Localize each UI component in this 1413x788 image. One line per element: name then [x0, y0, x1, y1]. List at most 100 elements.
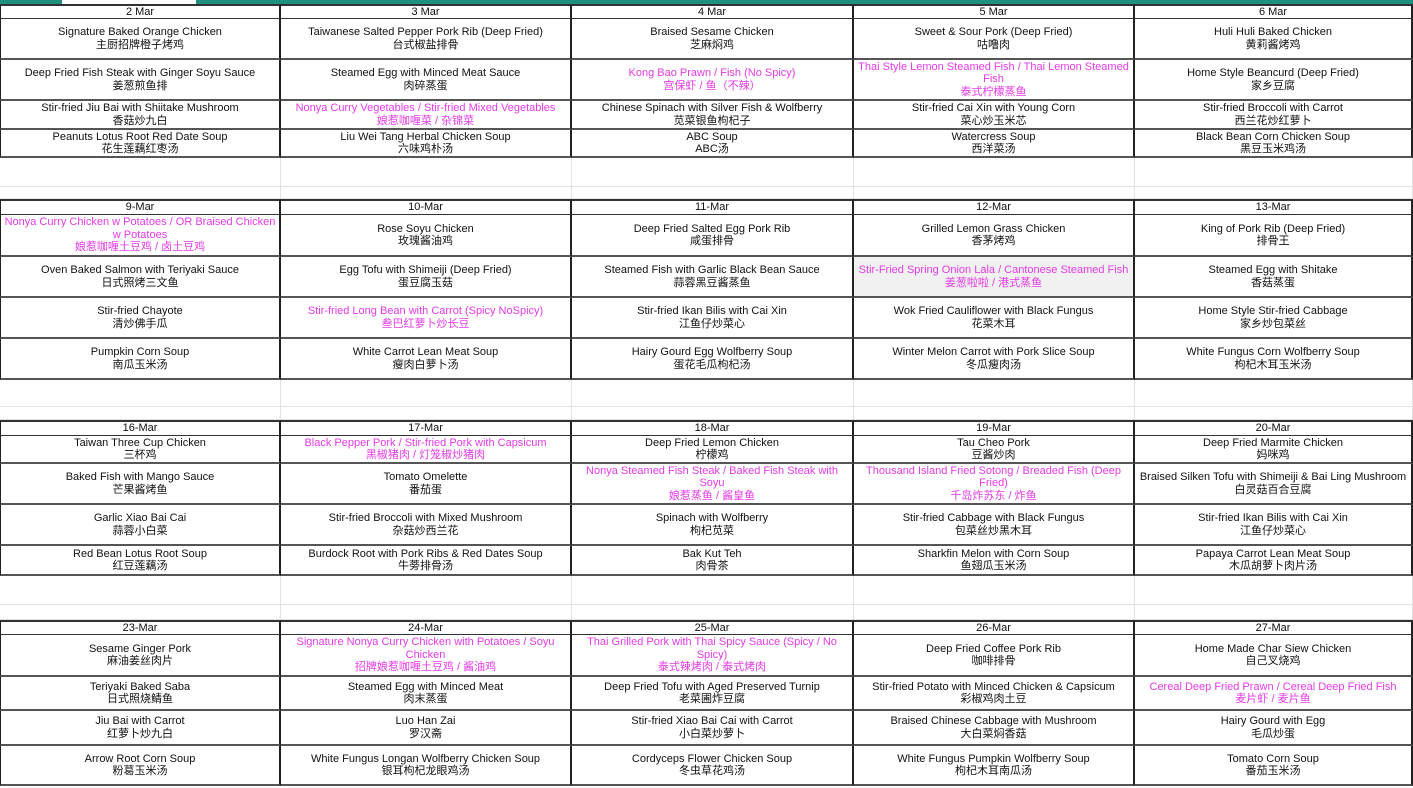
empty-cell[interactable] [281, 576, 572, 605]
dish-cell[interactable]: Taiwanese Salted Pepper Pork Rib (Deep F… [281, 19, 572, 60]
dish-cell[interactable]: Deep Fried Tofu with Aged Preserved Turn… [572, 677, 854, 711]
dish-cell[interactable]: Baked Fish with Mango Sauce 芒果酱烤鱼 [0, 464, 281, 505]
dish-cell[interactable]: Wok Fried Cauliflower with Black Fungus 花… [854, 298, 1135, 339]
dish-cell[interactable]: Stir-Fried Spring Onion Lala / Cantonese… [854, 257, 1135, 298]
dish-cell[interactable]: Braised Chinese Cabbage with Mushroom 大白菜… [854, 711, 1135, 746]
dish-cell[interactable]: Thousand Island Fried Sotong / Breaded F… [854, 464, 1135, 505]
dish-cell[interactable]: Stir-fried Broccoli with Carrot 西兰花炒红萝卜 [1135, 101, 1413, 130]
dish-cell[interactable]: Stir-fried Long Bean with Carrot (Spicy … [281, 298, 572, 339]
empty-cell[interactable] [1135, 407, 1413, 420]
dish-cell[interactable]: Tomato Corn Soup 番茄玉米汤 [1135, 746, 1413, 786]
day-header[interactable]: 9-Mar [0, 199, 281, 215]
day-header[interactable]: 26-Mar [854, 620, 1135, 635]
dish-cell[interactable]: Burdock Root with Pork Ribs & Red Dates … [281, 546, 572, 576]
day-header[interactable]: 5 Mar [854, 4, 1135, 19]
empty-cell[interactable] [0, 407, 281, 420]
empty-cell[interactable] [854, 407, 1135, 420]
day-header[interactable]: 17-Mar [281, 420, 572, 436]
dish-cell[interactable]: Braised Sesame Chicken 芝麻焖鸡 [572, 19, 854, 60]
empty-cell[interactable] [281, 380, 572, 407]
empty-cell[interactable] [572, 187, 854, 199]
empty-cell[interactable] [281, 187, 572, 199]
dish-cell[interactable]: Thai Style Lemon Steamed Fish / Thai Lem… [854, 60, 1135, 101]
empty-cell[interactable] [572, 576, 854, 605]
dish-cell[interactable]: Home Style Beancurd (Deep Fried) 家乡豆腐 [1135, 60, 1413, 101]
day-header[interactable]: 24-Mar [281, 620, 572, 635]
empty-cell[interactable] [0, 576, 281, 605]
empty-cell[interactable] [281, 158, 572, 187]
dish-cell[interactable]: White Fungus Pumpkin Wolfberry Soup 枸杞木耳南… [854, 746, 1135, 786]
dish-cell[interactable]: Signature Nonya Curry Chicken with Potat… [281, 635, 572, 677]
dish-cell[interactable]: Huli Huli Baked Chicken 黄莉酱烤鸡 [1135, 19, 1413, 60]
day-header[interactable]: 27-Mar [1135, 620, 1413, 635]
dish-cell[interactable]: Stir-fried Broccoli with Mixed Mushroom 杂… [281, 505, 572, 546]
dish-cell[interactable]: Steamed Egg with Shitake 香菇蒸蛋 [1135, 257, 1413, 298]
dish-cell[interactable]: Nonya Steamed Fish Steak / Baked Fish St… [572, 464, 854, 505]
dish-cell[interactable]: ABC Soup ABC汤 [572, 130, 854, 158]
dish-cell[interactable]: Hairy Gourd with Egg 毛瓜炒蛋 [1135, 711, 1413, 746]
day-header[interactable]: 11-Mar [572, 199, 854, 215]
day-header[interactable]: 13-Mar [1135, 199, 1413, 215]
dish-cell[interactable]: Thai Grilled Pork with Thai Spicy Sauce … [572, 635, 854, 677]
day-header[interactable]: 4 Mar [572, 4, 854, 19]
empty-cell[interactable] [1135, 576, 1413, 605]
empty-cell[interactable] [1135, 187, 1413, 199]
dish-cell[interactable]: Home Style Stir-fried Cabbage 家乡炒包菜丝 [1135, 298, 1413, 339]
dish-cell[interactable]: Papaya Carrot Lean Meat Soup 木瓜胡萝卜肉片汤 [1135, 546, 1413, 576]
empty-cell[interactable] [281, 605, 572, 620]
dish-cell[interactable]: King of Pork Rib (Deep Fried) 排骨王 [1135, 215, 1413, 257]
day-header[interactable]: 10-Mar [281, 199, 572, 215]
dish-cell[interactable]: Stir-fried Cabbage with Black Fungus 包菜丝炒… [854, 505, 1135, 546]
day-header[interactable]: 16-Mar [0, 420, 281, 436]
dish-cell[interactable]: Steamed Egg with Minced Meat Sauce 肉碎蒸蛋 [281, 60, 572, 101]
dish-cell[interactable]: Egg Tofu with Shimeiji (Deep Fried) 蛋豆腐玉菇 [281, 257, 572, 298]
day-header[interactable]: 23-Mar [0, 620, 281, 635]
day-header[interactable]: 2 Mar [0, 4, 281, 19]
empty-cell[interactable] [854, 158, 1135, 187]
dish-cell[interactable]: Red Bean Lotus Root Soup 红豆莲藕汤 [0, 546, 281, 576]
day-header[interactable]: 20-Mar [1135, 420, 1413, 436]
empty-cell[interactable] [854, 380, 1135, 407]
empty-cell[interactable] [854, 187, 1135, 199]
dish-cell[interactable]: White Fungus Longan Wolfberry Chicken So… [281, 746, 572, 786]
empty-cell[interactable] [1135, 158, 1413, 187]
dish-cell[interactable]: Home Made Char Siew Chicken 自己叉烧鸡 [1135, 635, 1413, 677]
dish-cell[interactable]: Stir-fried Xiao Bai Cai with Carrot 小白菜炒萝… [572, 711, 854, 746]
dish-cell[interactable]: Taiwan Three Cup Chicken 三杯鸡 [0, 436, 281, 464]
dish-cell[interactable]: Garlic Xiao Bai Cai 蒜蓉小白菜 [0, 505, 281, 546]
dish-cell[interactable]: Stir-fried Jiu Bai with Shiitake Mushroo… [0, 101, 281, 130]
dish-cell[interactable]: Steamed Fish with Garlic Black Bean Sauc… [572, 257, 854, 298]
dish-cell[interactable]: Luo Han Zai 罗汉斋 [281, 711, 572, 746]
dish-cell[interactable]: Braised Silken Tofu with Shimeiji & Bai … [1135, 464, 1413, 505]
dish-cell[interactable]: Black Bean Corn Chicken Soup 黑豆玉米鸡汤 [1135, 130, 1413, 158]
dish-cell[interactable]: Spinach with Wolfberry 枸杞苋菜 [572, 505, 854, 546]
dish-cell[interactable]: Bak Kut Teh 肉骨茶 [572, 546, 854, 576]
dish-cell[interactable]: Deep Fried Coffee Pork Rib 咖啡排骨 [854, 635, 1135, 677]
dish-cell[interactable]: Cordyceps Flower Chicken Soup 冬虫草花鸡汤 [572, 746, 854, 786]
empty-cell[interactable] [854, 576, 1135, 605]
empty-cell[interactable] [0, 380, 281, 407]
dish-cell[interactable]: Sesame Ginger Pork 麻油姜丝肉片 [0, 635, 281, 677]
dish-cell[interactable]: Cereal Deep Fried Prawn / Cereal Deep Fr… [1135, 677, 1413, 711]
dish-cell[interactable]: Sweet & Sour Pork (Deep Fried) 咕噜肉 [854, 19, 1135, 60]
dish-cell[interactable]: Deep Fried Fish Steak with Ginger Soyu S… [0, 60, 281, 101]
empty-cell[interactable] [0, 187, 281, 199]
day-header[interactable]: 3 Mar [281, 4, 572, 19]
empty-cell[interactable] [572, 407, 854, 420]
dish-cell[interactable]: Hairy Gourd Egg Wolfberry Soup 蛋花毛瓜枸杞汤 [572, 339, 854, 380]
dish-cell[interactable]: Tomato Omelette 番茄蛋 [281, 464, 572, 505]
dish-cell[interactable]: Stir-fried Chayote 清炒佛手瓜 [0, 298, 281, 339]
empty-cell[interactable] [572, 158, 854, 187]
dish-cell[interactable]: Sharkfin Melon with Corn Soup 鱼翅瓜玉米汤 [854, 546, 1135, 576]
empty-cell[interactable] [1135, 605, 1413, 620]
empty-cell[interactable] [1135, 380, 1413, 407]
empty-cell[interactable] [0, 605, 281, 620]
dish-cell[interactable]: Rose Soyu Chicken 玫瑰酱油鸡 [281, 215, 572, 257]
day-header[interactable]: 19-Mar [854, 420, 1135, 436]
dish-cell[interactable]: Deep Fried Lemon Chicken 柠檬鸡 [572, 436, 854, 464]
dish-cell[interactable]: Winter Melon Carrot with Pork Slice Soup… [854, 339, 1135, 380]
dish-cell[interactable]: Jiu Bai with Carrot 红萝卜炒九白 [0, 711, 281, 746]
dish-cell[interactable]: Black Pepper Pork / Stir-fried Pork with… [281, 436, 572, 464]
dish-cell[interactable]: Chinese Spinach with Silver Fish & Wolfb… [572, 101, 854, 130]
dish-cell[interactable]: Pumpkin Corn Soup 南瓜玉米汤 [0, 339, 281, 380]
